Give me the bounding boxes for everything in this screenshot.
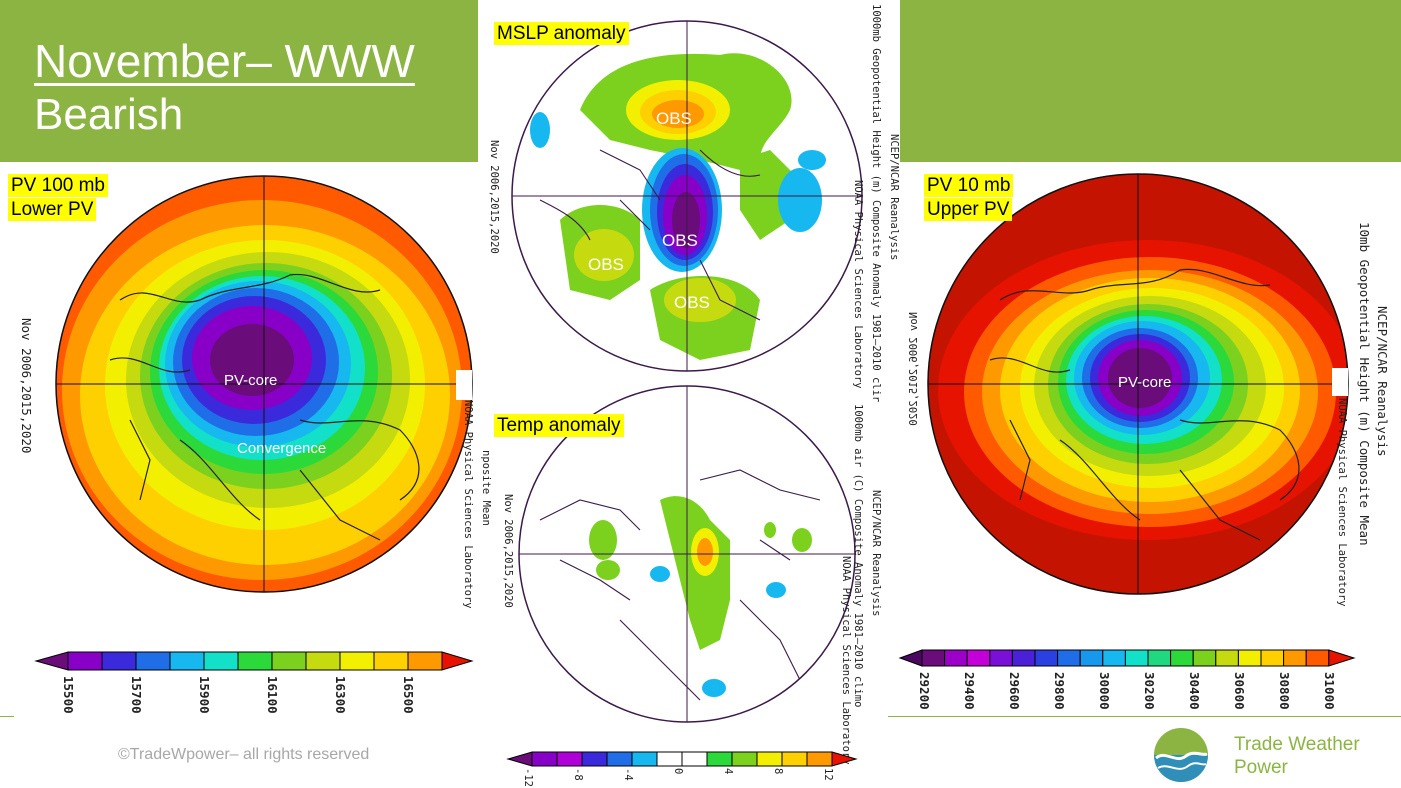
pv10-side-source: NCEP/NCAR Reanalysis: [1375, 306, 1390, 457]
pv10-tick-6: 30400: [1187, 672, 1202, 710]
pv100-side-mean: nposite Mean: [480, 450, 492, 526]
mslp-obs-label-1: OBS: [656, 109, 692, 128]
anomaly-colorbar: [506, 751, 858, 767]
pv100-colorbar: [34, 651, 474, 671]
temp-side-title: 1000mb air (C) Composite Anomaly 1981–20…: [852, 404, 864, 708]
pv10-colorbar: [898, 649, 1356, 667]
pv10-core-label: PV-core: [1118, 374, 1171, 391]
anomaly-tick-3: 0: [672, 768, 684, 775]
mslp-label: MSLP anomaly: [494, 22, 629, 45]
page-subtitle: Bearish: [34, 90, 184, 139]
mslp-obs-label-2: OBS: [662, 231, 698, 250]
pv10-sublabel: Upper PV: [924, 198, 1013, 221]
anomaly-tick-0: -12: [522, 768, 534, 787]
pv100-tick-0: 15500: [61, 676, 76, 714]
pv100-convergence-label: Convergence: [237, 440, 326, 457]
mslp-side-title: 1000mb Geopotential Height (m) Composite…: [870, 4, 882, 403]
pv10-tick-9: 31000: [1322, 672, 1337, 710]
temp-side-credit: NOAA Physical Sciences Laboratory: [840, 556, 852, 765]
pv10-map-labels: PV-core: [1118, 374, 1171, 391]
pv100-core-label: PV-core: [224, 372, 277, 389]
mslp-obs-label-3: OBS: [588, 255, 624, 274]
mslp-side-credit: NOAA Physical Sciences Laboratory: [852, 180, 864, 389]
mslp-side-far: Nov 2006,2015,2020: [908, 312, 920, 426]
pv10-side-title: 10mb Geopotential Height (m) Composite M…: [1357, 222, 1372, 546]
pv100-white-notch: [456, 370, 472, 400]
anomaly-tick-2: -4: [622, 768, 634, 781]
mslp-map-labels: OBS OBS OBS OBS: [588, 109, 710, 312]
pv10-tick-2: 29600: [1007, 672, 1022, 710]
mslp-obs-label-4: OBS: [674, 293, 710, 312]
trade-weather-power-logo-icon: [1154, 728, 1208, 782]
pv10-tick-4: 30000: [1097, 672, 1112, 710]
logo-text-line2: Power: [1234, 757, 1288, 778]
pv10-tick-8: 30800: [1277, 672, 1292, 710]
pv100-tick-3: 16100: [265, 676, 280, 714]
mslp-side-date: Nov 2006,2015,2020: [488, 140, 500, 254]
pv10-tick-5: 30200: [1142, 672, 1157, 710]
anomaly-tick-4: 4: [722, 768, 734, 775]
pv10-tick-1: 29400: [962, 672, 977, 710]
page-title: November– WWW: [34, 35, 415, 87]
pv100-tick-2: 15900: [197, 676, 212, 714]
pv100-side-credit: NOAA Physical Sciences Laboratory: [462, 400, 474, 609]
pv10-tick-3: 29800: [1052, 672, 1067, 710]
header-banner-left: [0, 0, 478, 162]
mslp-side-source: NCEP/NCAR Reanalysis: [888, 134, 900, 261]
pv100-label: PV 100 mb: [8, 174, 108, 197]
pv100-tick-4: 16300: [333, 676, 348, 714]
temp-label: Temp anomaly: [494, 414, 624, 437]
pv10-tick-0: 29200: [917, 672, 932, 710]
pv10-tick-7: 30600: [1232, 672, 1247, 710]
pv10-side-credit: NOAA Physical Sciences Laboratory: [1336, 398, 1348, 607]
footer-divider-right: [888, 716, 1401, 717]
temp-side-source: NCEP/NCAR Reanalysis: [870, 490, 882, 617]
pv100-map-labels: PV-core Convergence: [224, 372, 326, 457]
pv10-label: PV 10 mb: [924, 174, 1014, 197]
pv100-side-date: Nov 2006,2015,2020: [19, 318, 34, 454]
anomaly-tick-5: 8: [772, 768, 784, 775]
anomaly-tick-1: -8: [572, 768, 584, 781]
header-banner-right: [900, 0, 1401, 162]
copyright-text: ©TradeWpower– all rights reserved: [118, 746, 370, 763]
temp-side-date: Nov 2006,2015,2020: [502, 494, 514, 608]
pv100-tick-5: 16500: [401, 676, 416, 714]
logo-text-line1: Trade Weather: [1234, 734, 1360, 755]
footer-divider-left: [0, 716, 14, 717]
pv100-sublabel: Lower PV: [8, 198, 97, 221]
pv10-white-notch: [1332, 368, 1348, 396]
anomaly-tick-6: 12: [822, 768, 834, 781]
pv100-tick-1: 15700: [129, 676, 144, 714]
